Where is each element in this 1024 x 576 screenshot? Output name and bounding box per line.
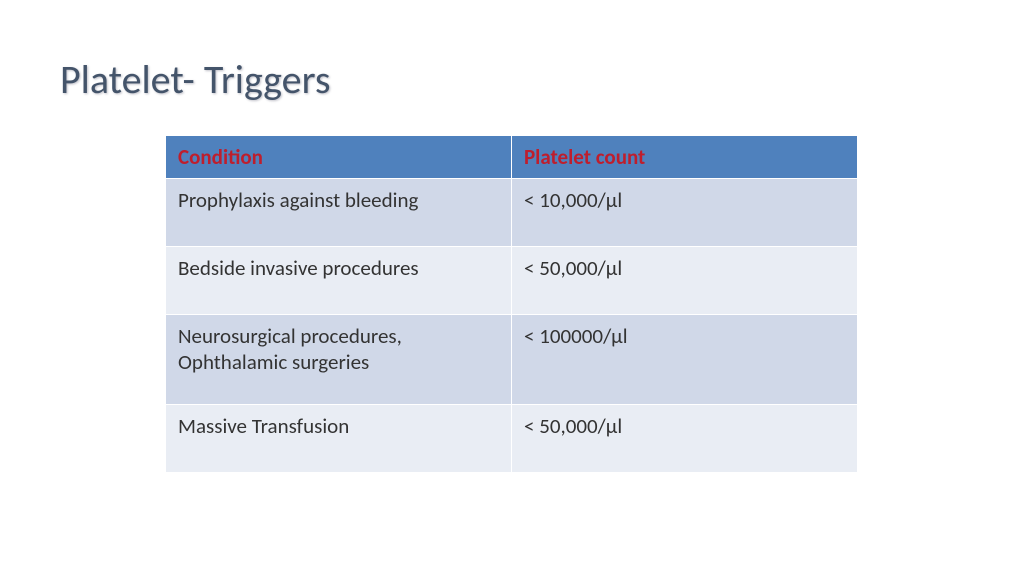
cell-count: < 50,000/µl bbox=[512, 405, 858, 473]
table-row: Massive Transfusion < 50,000/µl bbox=[166, 405, 858, 473]
table-row: Prophylaxis against bleeding < 10,000/µl bbox=[166, 179, 858, 247]
cell-condition: Prophylaxis against bleeding bbox=[166, 179, 512, 247]
col-header-condition: Condition bbox=[166, 136, 512, 179]
slide: Platelet- Triggers Condition Platelet co… bbox=[0, 0, 1024, 576]
slide-title: Platelet- Triggers bbox=[60, 55, 330, 104]
cell-condition: Bedside invasive procedures bbox=[166, 247, 512, 315]
cell-condition: Massive Transfusion bbox=[166, 405, 512, 473]
table-container: Condition Platelet count Prophylaxis aga… bbox=[165, 135, 858, 473]
table-row: Neurosurgical procedures, Ophthalamic su… bbox=[166, 315, 858, 405]
table-header-row: Condition Platelet count bbox=[166, 136, 858, 179]
col-header-count: Platelet count bbox=[512, 136, 858, 179]
cell-count: < 10,000/µl bbox=[512, 179, 858, 247]
table-row: Bedside invasive procedures < 50,000/µl bbox=[166, 247, 858, 315]
cell-count: < 100000/µl bbox=[512, 315, 858, 405]
platelet-table: Condition Platelet count Prophylaxis aga… bbox=[165, 135, 858, 473]
cell-count: < 50,000/µl bbox=[512, 247, 858, 315]
cell-condition: Neurosurgical procedures, Ophthalamic su… bbox=[166, 315, 512, 405]
